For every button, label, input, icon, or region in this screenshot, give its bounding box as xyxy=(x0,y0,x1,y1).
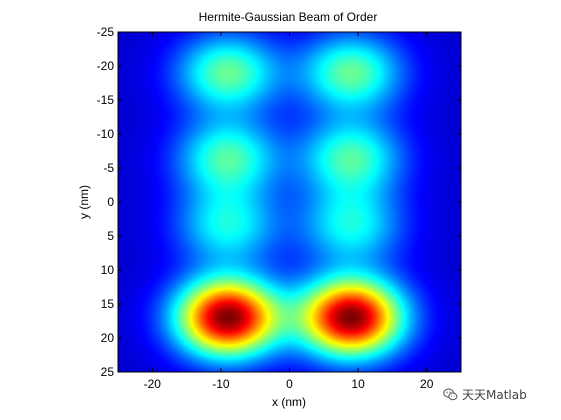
y-tick-label: -10 xyxy=(97,127,115,141)
x-tick-label: 20 xyxy=(420,377,434,391)
y-axis-label: y (nm) xyxy=(77,185,91,219)
watermark: 天天Matlab xyxy=(443,384,527,404)
x-axis-label: x (nm) xyxy=(272,395,306,409)
x-tick-label: 10 xyxy=(351,377,365,391)
x-tick-label: -20 xyxy=(144,377,162,391)
y-tick-label: 0 xyxy=(107,195,114,209)
y-tick-label: -5 xyxy=(103,161,114,175)
y-tick-label: -20 xyxy=(97,59,115,73)
y-tick-label: -25 xyxy=(97,25,115,39)
x-tick-label: 0 xyxy=(286,377,293,391)
y-tick-label: 15 xyxy=(101,297,115,311)
x-axis: -20 -10 0 10 20 xyxy=(144,32,434,391)
chart-title: Hermite-Gaussian Beam of Order xyxy=(199,10,378,24)
y-tick-label: 10 xyxy=(101,263,115,277)
y-tick-label: -15 xyxy=(97,93,115,107)
x-tick-label: -10 xyxy=(212,377,230,391)
y-tick-label: 5 xyxy=(107,229,114,243)
y-tick-label: 20 xyxy=(101,331,115,345)
heatmap-image xyxy=(118,32,461,372)
wechat-icon xyxy=(443,387,458,400)
watermark-text: 天天Matlab xyxy=(462,387,527,402)
plot-area xyxy=(117,31,462,373)
y-axis: -25 -20 -15 -10 -5 0 5 10 15 20 25 xyxy=(97,25,461,379)
y-tick-label: 25 xyxy=(101,365,115,379)
